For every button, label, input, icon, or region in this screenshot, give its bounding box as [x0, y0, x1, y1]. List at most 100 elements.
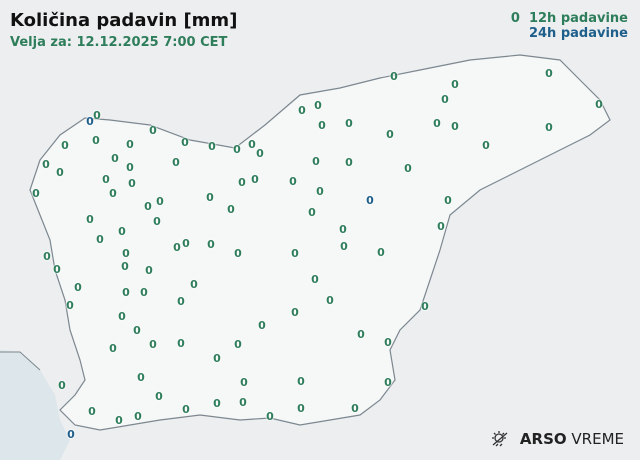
station-12h-value[interactable]: 0 [345, 117, 353, 130]
station-12h-value[interactable]: 0 [433, 117, 441, 130]
station-12h-value[interactable]: 0 [182, 237, 190, 250]
station-12h-value[interactable]: 0 [251, 173, 259, 186]
station-12h-value[interactable]: 0 [61, 139, 69, 152]
station-12h-value[interactable]: 0 [190, 278, 198, 291]
station-12h-value[interactable]: 0 [181, 136, 189, 149]
station-12h-value[interactable]: 0 [482, 139, 490, 152]
station-12h-value[interactable]: 0 [74, 281, 82, 294]
station-12h-value[interactable]: 0 [149, 124, 157, 137]
station-12h-value[interactable]: 0 [545, 67, 553, 80]
station-12h-value[interactable]: 0 [118, 225, 126, 238]
station-12h-value[interactable]: 0 [111, 152, 119, 165]
station-24h-value[interactable]: 0 [86, 115, 94, 128]
station-12h-value[interactable]: 0 [311, 273, 319, 286]
station-12h-value[interactable]: 0 [88, 405, 96, 418]
station-12h-value[interactable]: 0 [206, 191, 214, 204]
station-12h-value[interactable]: 0 [357, 328, 365, 341]
station-12h-value[interactable]: 0 [122, 247, 130, 260]
station-12h-value[interactable]: 0 [56, 166, 64, 179]
station-12h-value[interactable]: 0 [172, 156, 180, 169]
station-12h-value[interactable]: 0 [314, 99, 322, 112]
station-12h-value[interactable]: 0 [326, 294, 334, 307]
station-12h-value[interactable]: 0 [122, 286, 130, 299]
station-12h-value[interactable]: 0 [258, 319, 266, 332]
station-12h-value[interactable]: 0 [227, 203, 235, 216]
station-12h-value[interactable]: 0 [386, 128, 394, 141]
station-12h-value[interactable]: 0 [32, 187, 40, 200]
station-12h-value[interactable]: 0 [128, 177, 136, 190]
station-12h-value[interactable]: 0 [58, 379, 66, 392]
station-12h-value[interactable]: 0 [137, 371, 145, 384]
station-12h-value[interactable]: 0 [239, 396, 247, 409]
station-12h-value[interactable]: 0 [155, 390, 163, 403]
station-12h-value[interactable]: 0 [213, 397, 221, 410]
station-12h-value[interactable]: 0 [312, 155, 320, 168]
station-12h-value[interactable]: 0 [297, 375, 305, 388]
station-12h-value[interactable]: 0 [109, 187, 117, 200]
station-12h-value[interactable]: 0 [153, 215, 161, 228]
station-12h-value[interactable]: 0 [53, 263, 61, 276]
station-12h-value[interactable]: 0 [121, 260, 129, 273]
station-12h-value[interactable]: 0 [234, 247, 242, 260]
station-12h-value[interactable]: 0 [238, 176, 246, 189]
station-12h-value[interactable]: 0 [92, 134, 100, 147]
station-12h-value[interactable]: 0 [177, 295, 185, 308]
station-12h-value[interactable]: 0 [256, 147, 264, 160]
station-12h-value[interactable]: 0 [421, 300, 429, 313]
station-12h-value[interactable]: 0 [102, 173, 110, 186]
station-12h-value[interactable]: 0 [291, 306, 299, 319]
station-12h-value[interactable]: 0 [339, 223, 347, 236]
station-24h-value[interactable]: 0 [366, 194, 374, 207]
station-24h-value[interactable]: 0 [67, 428, 75, 441]
station-12h-value[interactable]: 0 [208, 140, 216, 153]
station-12h-value[interactable]: 0 [118, 310, 126, 323]
station-12h-value[interactable]: 0 [316, 185, 324, 198]
station-12h-value[interactable]: 0 [93, 109, 101, 122]
station-12h-value[interactable]: 0 [115, 414, 123, 427]
station-12h-value[interactable]: 0 [384, 336, 392, 349]
station-12h-value[interactable]: 0 [404, 162, 412, 175]
station-12h-value[interactable]: 0 [133, 324, 141, 337]
station-12h-value[interactable]: 0 [126, 161, 134, 174]
station-12h-value[interactable]: 0 [233, 143, 241, 156]
station-12h-value[interactable]: 0 [126, 138, 134, 151]
station-12h-value[interactable]: 0 [451, 120, 459, 133]
station-12h-value[interactable]: 0 [240, 376, 248, 389]
station-12h-value[interactable]: 0 [144, 200, 152, 213]
station-12h-value[interactable]: 0 [298, 104, 306, 117]
station-12h-value[interactable]: 0 [43, 250, 51, 263]
station-12h-value[interactable]: 0 [134, 410, 142, 423]
station-12h-value[interactable]: 0 [145, 264, 153, 277]
station-12h-value[interactable]: 0 [140, 286, 148, 299]
station-12h-value[interactable]: 0 [177, 337, 185, 350]
station-12h-value[interactable]: 0 [248, 138, 256, 151]
station-12h-value[interactable]: 0 [451, 78, 459, 91]
station-12h-value[interactable]: 0 [289, 175, 297, 188]
station-12h-value[interactable]: 0 [318, 119, 326, 132]
station-12h-value[interactable]: 0 [173, 241, 181, 254]
station-12h-value[interactable]: 0 [340, 240, 348, 253]
station-12h-value[interactable]: 0 [437, 220, 445, 233]
station-12h-value[interactable]: 0 [207, 238, 215, 251]
station-12h-value[interactable]: 0 [66, 299, 74, 312]
station-12h-value[interactable]: 0 [545, 121, 553, 134]
station-12h-value[interactable]: 0 [390, 70, 398, 83]
station-12h-value[interactable]: 0 [345, 156, 353, 169]
station-12h-value[interactable]: 0 [595, 98, 603, 111]
station-12h-value[interactable]: 0 [149, 338, 157, 351]
station-12h-value[interactable]: 0 [297, 402, 305, 415]
station-12h-value[interactable]: 0 [308, 206, 316, 219]
station-12h-value[interactable]: 0 [291, 247, 299, 260]
station-12h-value[interactable]: 0 [377, 246, 385, 259]
station-12h-value[interactable]: 0 [234, 338, 242, 351]
station-12h-value[interactable]: 0 [441, 93, 449, 106]
station-12h-value[interactable]: 0 [444, 194, 452, 207]
station-12h-value[interactable]: 0 [156, 195, 164, 208]
station-12h-value[interactable]: 0 [86, 213, 94, 226]
station-12h-value[interactable]: 0 [109, 342, 117, 355]
station-12h-value[interactable]: 0 [351, 402, 359, 415]
station-12h-value[interactable]: 0 [266, 410, 274, 423]
station-12h-value[interactable]: 0 [96, 233, 104, 246]
station-12h-value[interactable]: 0 [182, 403, 190, 416]
